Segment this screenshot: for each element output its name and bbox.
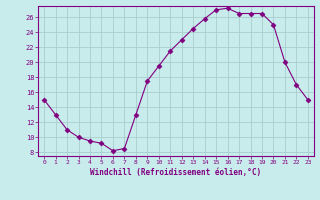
- X-axis label: Windchill (Refroidissement éolien,°C): Windchill (Refroidissement éolien,°C): [91, 168, 261, 177]
